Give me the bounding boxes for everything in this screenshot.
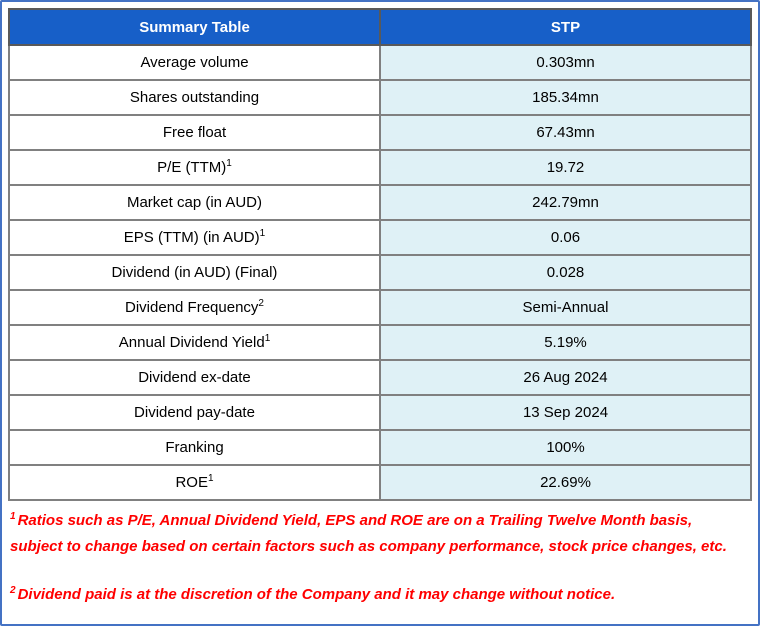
metric-label: Free float: [162, 124, 227, 141]
table-row: Annual Dividend Yield1 5.19%: [8, 324, 752, 361]
table-row: Free float 67.43mn: [8, 114, 752, 151]
metric-label-cell: ROE1: [8, 464, 381, 501]
metric-label: Dividend (in AUD) (Final): [111, 264, 278, 281]
metric-value-cell: 100%: [379, 429, 752, 466]
footnote-marker: 2: [258, 298, 264, 309]
footnote-number: 2: [10, 584, 16, 596]
metric-label: Shares outstanding: [129, 89, 260, 106]
metric-label: Dividend ex-date: [138, 369, 251, 386]
metric-label: Average volume: [140, 54, 249, 71]
metric-label-cell: Average volume: [8, 44, 381, 81]
metric-value-cell: Semi-Annual: [379, 289, 752, 326]
metric-label: P/E (TTM): [157, 159, 227, 176]
metric-value-cell: 13 Sep 2024: [379, 394, 752, 431]
metric-value-cell: 5.19%: [379, 324, 752, 361]
metric-value-cell: 22.69%: [379, 464, 752, 501]
table-row: Dividend (in AUD) (Final) 0.028: [8, 254, 752, 291]
metric-label-cell: Free float: [8, 114, 381, 151]
metric-label: Dividend Frequency: [125, 299, 259, 316]
metric-value-cell: 185.34mn: [379, 79, 752, 116]
summary-table-head: Summary Table STP: [8, 8, 752, 46]
table-row: Average volume 0.303mn: [8, 44, 752, 81]
header-row: Summary Table STP: [8, 8, 752, 46]
table-row: P/E (TTM)1 19.72: [8, 149, 752, 186]
metric-label-cell: Dividend ex-date: [8, 359, 381, 396]
metric-label-cell: Shares outstanding: [8, 79, 381, 116]
metric-label-cell: Dividend Frequency2: [8, 289, 381, 326]
footnote-number: 1: [10, 511, 16, 522]
metric-label: EPS (TTM) (in AUD): [123, 229, 260, 246]
metric-label-cell: Annual Dividend Yield1: [8, 324, 381, 361]
metric-label-cell: P/E (TTM)1: [8, 149, 381, 186]
footnote-marker: 1: [259, 228, 266, 239]
footnote-marker: 1: [264, 333, 271, 344]
table-row: ROE1 22.69%: [8, 464, 752, 501]
table-row: Franking 100%: [8, 429, 752, 466]
metric-value-cell: 19.72: [379, 149, 752, 186]
metric-value-cell: 67.43mn: [379, 114, 752, 151]
table-row: Dividend Frequency2 Semi-Annual: [8, 289, 752, 326]
metric-label-cell: Dividend (in AUD) (Final): [8, 254, 381, 291]
table-row: Shares outstanding 185.34mn: [8, 79, 752, 116]
summary-table: Summary Table STP Average volume 0.303mn…: [8, 8, 752, 501]
metric-label-cell: Market cap (in AUD): [8, 184, 381, 221]
metric-label-cell: Franking: [8, 429, 381, 466]
ticker-header: STP: [379, 8, 752, 46]
metric-value-cell: 26 Aug 2024: [379, 359, 752, 396]
table-row: Market cap (in AUD) 242.79mn: [8, 184, 752, 221]
metric-label-cell: EPS (TTM) (in AUD)1: [8, 219, 381, 256]
metric-value-cell: 242.79mn: [379, 184, 752, 221]
footnote-marker: 1: [207, 473, 214, 484]
footnote: 2 Dividend paid is at the discretion of t…: [10, 582, 748, 608]
metric-label-cell: Dividend pay-date: [8, 394, 381, 431]
metric-label: ROE: [175, 474, 208, 491]
metric-label: Franking: [165, 439, 224, 456]
metric-value-cell: 0.06: [379, 219, 752, 256]
table-row: Dividend pay-date 13 Sep 2024: [8, 394, 752, 431]
table-row: EPS (TTM) (in AUD)1 0.06: [8, 219, 752, 256]
summary-table-title: Summary Table: [8, 8, 381, 46]
footnote-text: Dividend paid is at the discretion of th…: [17, 585, 616, 603]
footnote: 1 Ratios such as P/E, Annual Dividend Yie…: [10, 508, 748, 561]
table-row: Dividend ex-date 26 Aug 2024: [8, 359, 752, 396]
metric-label: Market cap (in AUD): [126, 194, 263, 211]
metric-value-cell: 0.028: [379, 254, 752, 291]
metric-value-cell: 0.303mn: [379, 44, 752, 81]
metric-label: Annual Dividend Yield: [118, 334, 265, 351]
metric-label: Dividend pay-date: [134, 404, 255, 421]
footnote-marker: 1: [226, 158, 232, 169]
footnotes-section: 1 Ratios such as P/E, Annual Dividend Yie…: [2, 501, 758, 608]
footnote-text: Ratios such as P/E, Annual Dividend Yiel…: [10, 512, 727, 556]
summary-table-body: Average volume 0.303mn Shares outstandin…: [8, 44, 752, 501]
